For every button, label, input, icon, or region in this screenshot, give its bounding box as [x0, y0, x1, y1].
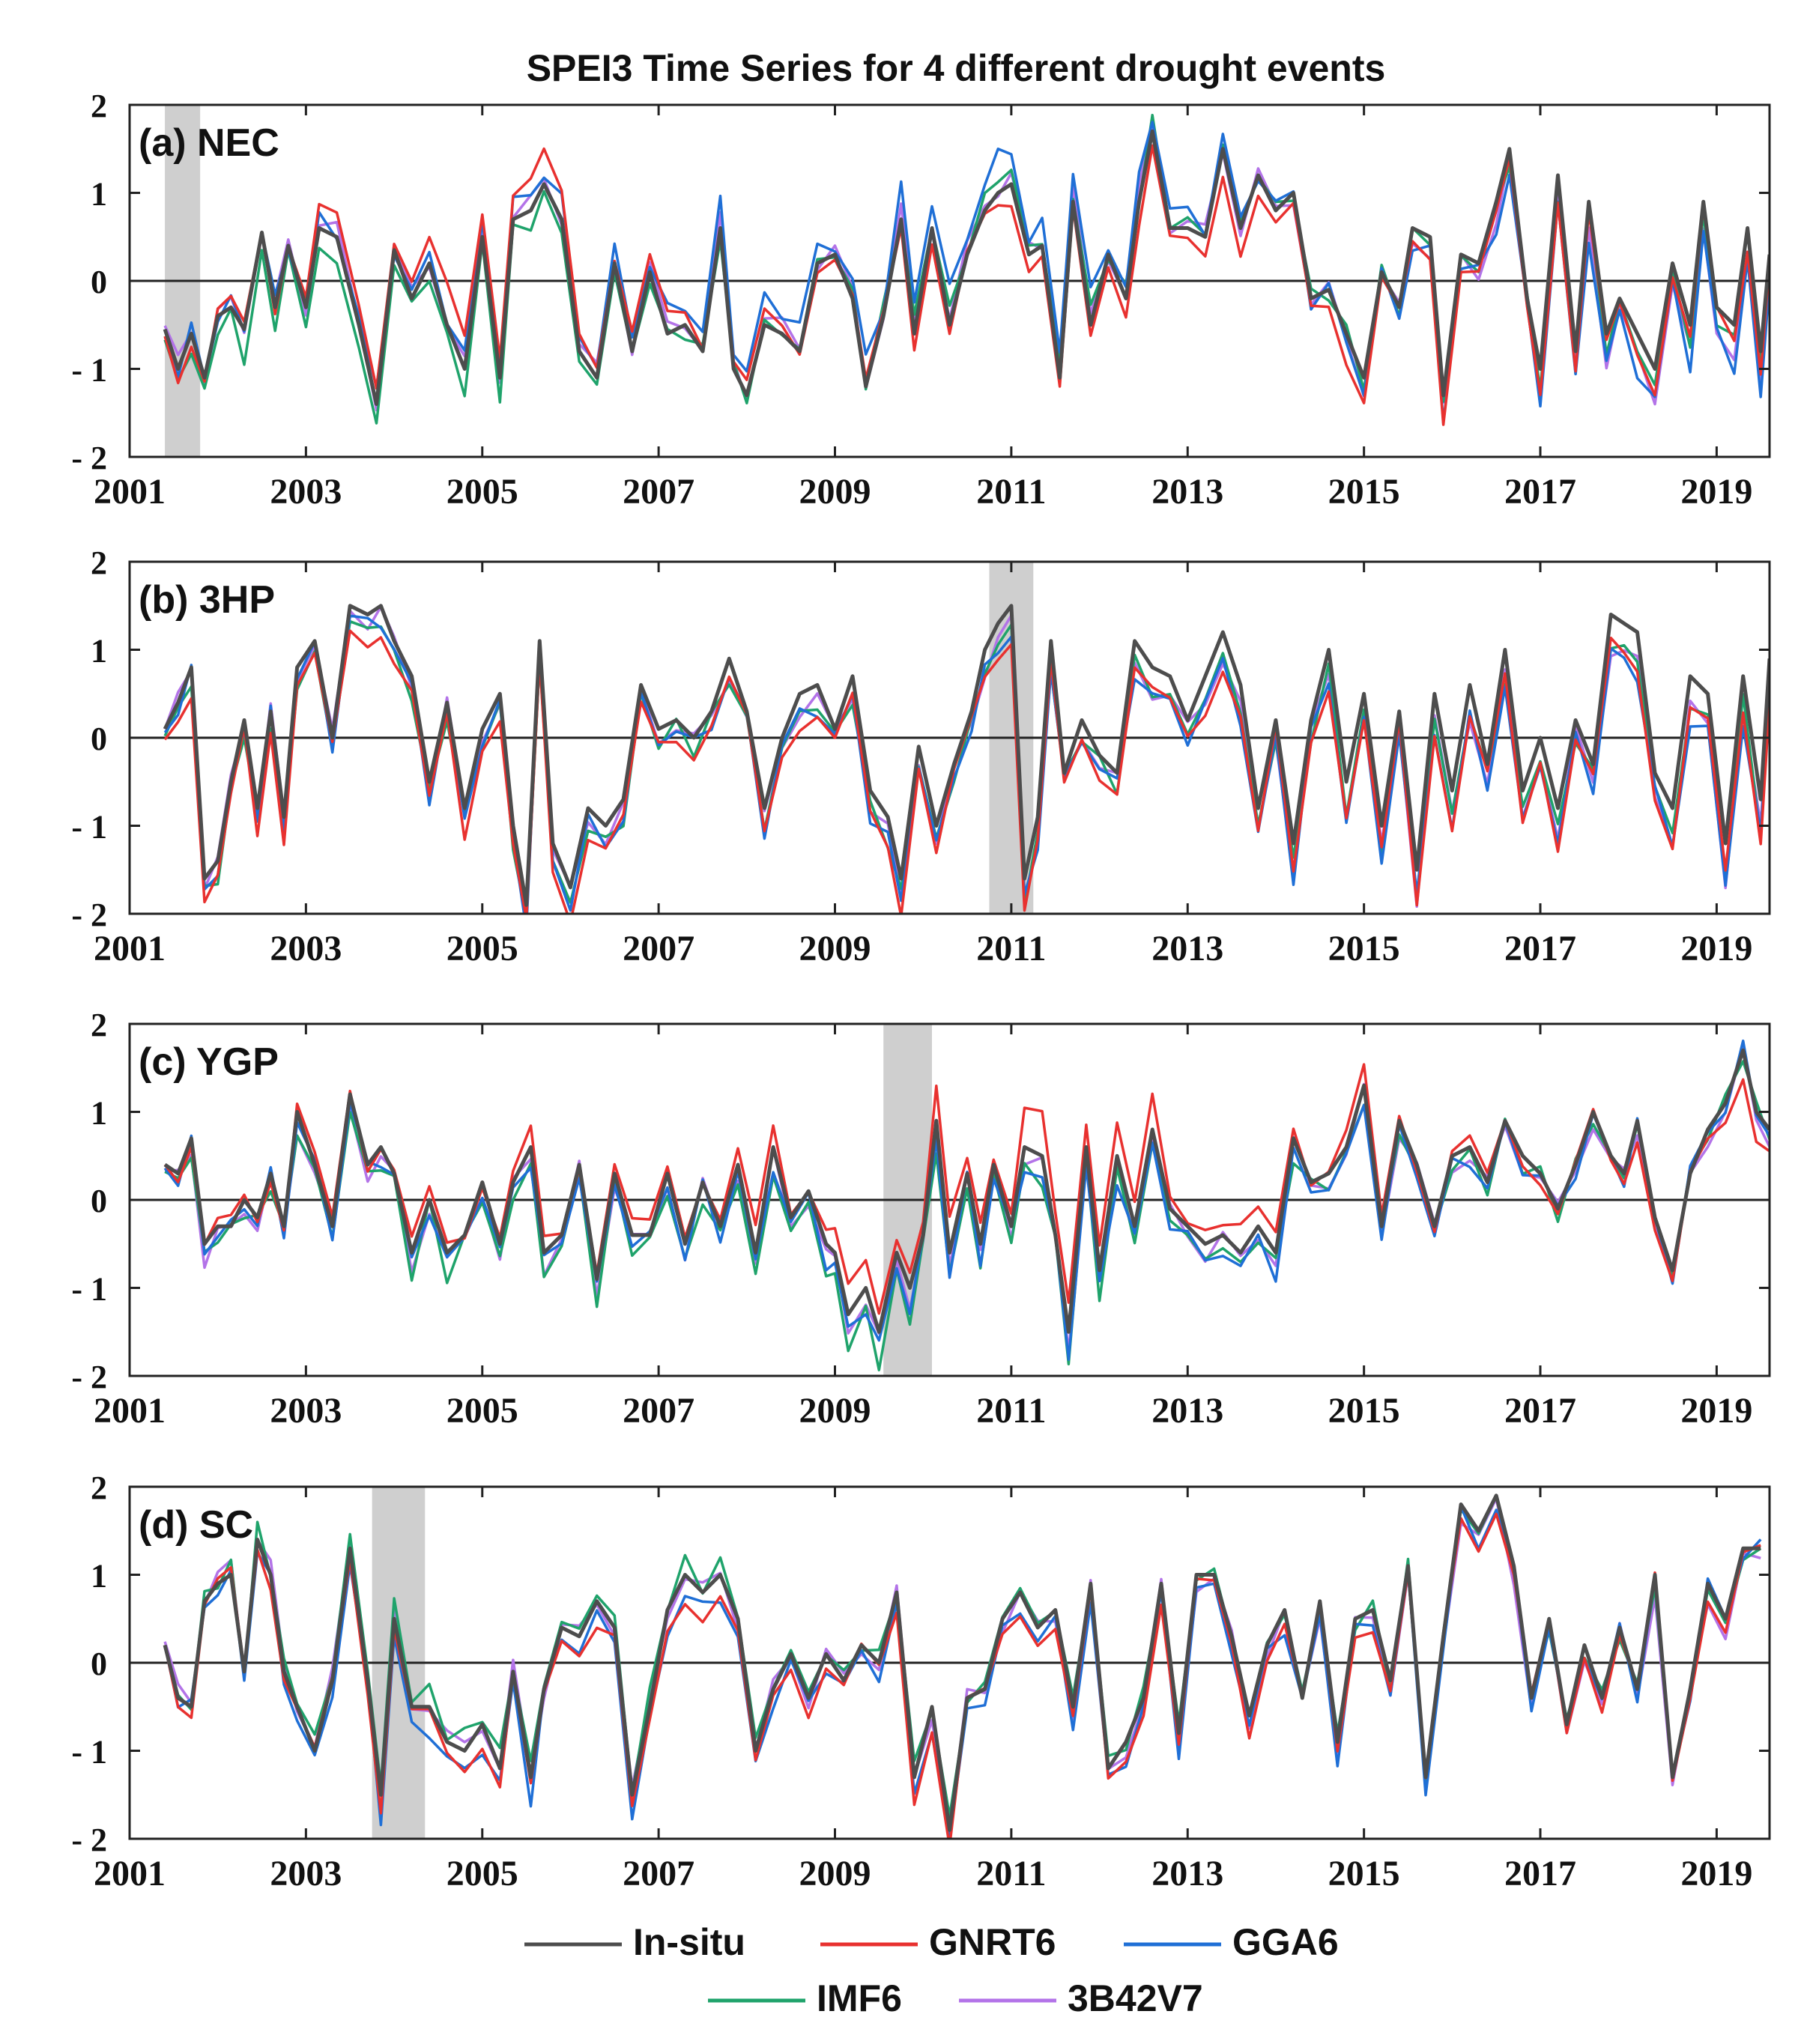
y-tick-label: 1	[91, 1095, 107, 1132]
y-tick-label: 0	[91, 264, 107, 300]
series-line-in-situ	[163, 1048, 1770, 1334]
series-line-in-situ	[163, 129, 1770, 406]
x-tick-label: 2007	[623, 929, 694, 968]
x-tick-label: 2011	[976, 1854, 1046, 1893]
x-tick-label: 2013	[1151, 1391, 1223, 1431]
panel-1: - 2 - 1 0 1 2 2001 2003 2005 2007 2009 2011 2013 201…	[71, 88, 1771, 512]
x-tick-label: 2009	[799, 1391, 871, 1431]
legend-label: 3B42V7	[1068, 1977, 1203, 2019]
x-tick-label: 2001	[94, 1391, 166, 1431]
y-tick-label: - 2	[71, 897, 107, 933]
x-tick-label: 2003	[270, 1391, 342, 1431]
x-tick-label: 2011	[976, 472, 1046, 512]
x-tick-label: 2005	[447, 1854, 518, 1893]
x-tick-label: 2017	[1504, 1391, 1576, 1431]
y-tick-label: - 2	[71, 1359, 107, 1395]
x-tick-label: 2013	[1151, 929, 1223, 968]
legend-entry-gnrt6: GNRT6	[820, 1921, 1056, 1963]
x-tick-label: 2005	[447, 1391, 518, 1431]
y-tick-label: 2	[91, 1470, 107, 1506]
y-tick-label: 2	[91, 88, 107, 124]
x-tick-label: 2007	[623, 1854, 694, 1893]
series-group	[163, 1493, 1762, 1839]
x-tick-label: 2009	[799, 929, 871, 968]
chart-title: SPEI3 Time Series for 4 different drough…	[527, 47, 1386, 89]
y-tick-label: 0	[91, 1183, 107, 1219]
legend-label: GGA6	[1232, 1921, 1339, 1963]
y-tick-label: - 2	[71, 440, 107, 476]
x-tick-label: 2015	[1328, 929, 1400, 968]
series-line-3b42v7	[163, 605, 1770, 914]
x-tick-label: 2013	[1151, 1854, 1223, 1893]
x-tick-label: 2019	[1680, 929, 1752, 968]
x-tick-label: 2003	[270, 1854, 342, 1893]
x-tick-label: 2011	[976, 929, 1046, 968]
series-line-in-situ	[163, 604, 1770, 907]
x-tick-label: 2003	[270, 929, 342, 968]
x-tick-label: 2015	[1328, 472, 1400, 512]
x-tick-label: 2001	[94, 1854, 166, 1893]
legend-entry-imf6: IMF6	[708, 1977, 902, 2019]
panel-4: - 2 - 1 0 1 2 2001 2003 2005 2007 2009 2011 2013 201…	[71, 1470, 1771, 1893]
y-tick-label: - 1	[71, 1271, 107, 1308]
panel-label: (a) NEC	[139, 121, 279, 165]
y-tick-label: 0	[91, 721, 107, 757]
series-group	[163, 113, 1770, 426]
y-tick-label: 1	[91, 1558, 107, 1595]
panel-label: (b) 3HP	[139, 578, 275, 622]
x-tick-label: 2007	[623, 1391, 694, 1431]
legend-entry-gga6: GGA6	[1124, 1921, 1339, 1963]
x-tick-label: 2003	[270, 472, 342, 512]
x-tick-label: 2017	[1504, 1854, 1576, 1893]
x-tick-label: 2005	[447, 472, 518, 512]
panel-2: - 2 - 1 0 1 2 2001 2003 2005 2007 2009 2011 2013 201…	[71, 545, 1771, 968]
x-tick-label: 2015	[1328, 1391, 1400, 1431]
x-tick-label: 2009	[799, 472, 871, 512]
legend: In-situ GNRT6 GGA6 IMF6 3B42V7	[524, 1921, 1339, 2019]
legend-entry-3b42v7: 3B42V7	[959, 1977, 1203, 2019]
panel-3: - 2 - 1 0 1 2 2001 2003 2005 2007 2009 2011 2013 201…	[71, 1007, 1771, 1431]
x-tick-label: 2001	[94, 929, 166, 968]
x-tick-label: 2017	[1504, 929, 1576, 968]
legend-entry-in-situ: In-situ	[524, 1921, 745, 1963]
x-tick-label: 2015	[1328, 1854, 1400, 1893]
series-line-gga6	[163, 614, 1770, 914]
legend-label: In-situ	[633, 1921, 745, 1963]
y-tick-label: - 1	[71, 1734, 107, 1771]
legend-label: GNRT6	[929, 1921, 1056, 1963]
series-group	[163, 1039, 1770, 1371]
y-tick-label: 0	[91, 1646, 107, 1682]
x-tick-label: 2019	[1680, 472, 1752, 512]
y-tick-label: - 2	[71, 1822, 107, 1858]
x-tick-label: 2005	[447, 929, 518, 968]
x-tick-label: 2013	[1151, 472, 1223, 512]
x-tick-label: 2011	[976, 1391, 1046, 1431]
y-tick-label: - 1	[71, 809, 107, 846]
legend-label: IMF6	[817, 1977, 902, 2019]
x-tick-label: 2009	[799, 1854, 871, 1893]
panel-label: (d) SC	[139, 1503, 253, 1547]
x-tick-label: 2017	[1504, 472, 1576, 512]
x-tick-label: 2019	[1680, 1854, 1752, 1893]
y-tick-label: 2	[91, 1007, 107, 1043]
x-tick-label: 2019	[1680, 1391, 1752, 1431]
panel-label: (c) YGP	[139, 1040, 279, 1084]
y-tick-label: - 1	[71, 352, 107, 389]
y-tick-label: 1	[91, 176, 107, 213]
series-line-in-situ	[163, 1493, 1761, 1832]
x-tick-label: 2001	[94, 472, 166, 512]
y-tick-label: 1	[91, 633, 107, 670]
x-tick-label: 2007	[623, 472, 694, 512]
series-group	[163, 604, 1770, 914]
y-tick-label: 2	[91, 545, 107, 581]
